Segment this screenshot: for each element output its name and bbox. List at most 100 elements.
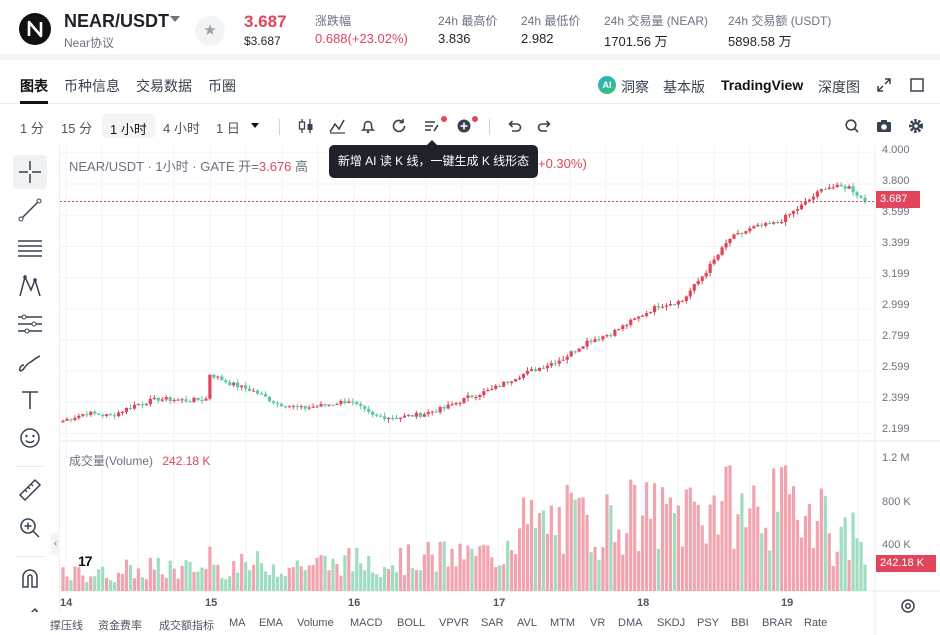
fib-retracement-tool-icon[interactable]	[13, 231, 47, 265]
indicator-6[interactable]: Volume	[297, 617, 334, 629]
volume-bar	[363, 570, 367, 591]
pattern-tool-icon[interactable]	[13, 269, 47, 303]
search-icon[interactable]	[841, 115, 863, 137]
candle-body	[109, 414, 113, 416]
candle-body	[744, 231, 748, 234]
indicator-5[interactable]: EMA	[259, 617, 283, 629]
interval-dropdown-icon[interactable]	[251, 123, 259, 128]
volume-bar	[255, 551, 260, 591]
tab-coin-circle[interactable]: 币圈	[208, 78, 236, 94]
indicator-3[interactable]: 成交额指标	[159, 620, 214, 632]
indicators-icon[interactable]	[326, 115, 348, 137]
candle-body	[390, 417, 395, 419]
volume-bar	[244, 562, 248, 591]
legend-open-label: 开=	[238, 159, 259, 174]
volume-bar	[422, 554, 426, 591]
indicator-18[interactable]: BRAR	[762, 617, 793, 629]
ruler-tool-icon[interactable]	[13, 473, 47, 507]
volume-bar	[656, 548, 661, 591]
candle-body	[426, 412, 430, 415]
candle-body	[89, 411, 93, 415]
redo-icon[interactable]	[534, 115, 556, 137]
interval-4h[interactable]: 4 小时	[163, 121, 200, 136]
volume-bar	[680, 546, 684, 591]
pair-dropdown-icon[interactable]	[170, 16, 180, 22]
tab-chart[interactable]: 图表	[20, 78, 48, 94]
volume-bar	[275, 576, 279, 591]
volume-bar	[283, 575, 287, 591]
volume-bar	[525, 524, 530, 591]
candle-type-icon[interactable]	[295, 115, 317, 137]
volume-bar	[819, 488, 823, 591]
volume-bar	[371, 572, 375, 591]
ai-read-kline-icon[interactable]	[421, 115, 443, 137]
indicator-2[interactable]: 资金费率	[98, 620, 142, 632]
alert-icon[interactable]	[357, 115, 379, 137]
indicator-settings-icon[interactable]	[898, 596, 918, 616]
indicator-17[interactable]: BBI	[731, 617, 749, 629]
panel-collapse-handle[interactable]: ‹	[51, 533, 60, 555]
indicator-9[interactable]: VPVR	[439, 617, 469, 629]
candle-body	[803, 201, 808, 205]
volume-bar	[188, 562, 192, 591]
trend-line-tool-icon[interactable]	[13, 193, 47, 227]
volume-bar	[787, 494, 792, 591]
indicator-12[interactable]: MTM	[550, 617, 576, 629]
indicator-1[interactable]: 撑压线	[50, 620, 83, 632]
candle-body	[271, 401, 276, 403]
pair-title[interactable]: NEAR/USDT	[64, 11, 170, 31]
tab-insight[interactable]: 洞察	[621, 79, 649, 95]
crosshair-tool-icon[interactable]	[13, 155, 47, 189]
zoom-in-tool-icon[interactable]	[13, 511, 47, 545]
indicator-7[interactable]: MACD	[350, 617, 383, 629]
tab-depth-chart[interactable]: 深度图	[818, 79, 860, 95]
indicator-4[interactable]: MA	[229, 617, 246, 629]
volume-bar	[776, 511, 780, 591]
projection-tool-icon[interactable]	[13, 307, 47, 341]
candle-body	[343, 400, 347, 403]
settings-gear-icon[interactable]	[905, 115, 927, 137]
text-tool-icon[interactable]	[13, 383, 47, 417]
tab-tradingview[interactable]: TradingView	[721, 77, 804, 93]
replay-icon[interactable]	[388, 115, 410, 137]
volume-bar	[394, 572, 399, 591]
candle-body	[279, 403, 283, 407]
window-icon[interactable]	[909, 77, 925, 93]
brush-tool-icon[interactable]	[13, 345, 47, 379]
tab-basic-version[interactable]: 基本版	[663, 79, 705, 95]
add-indicator-icon[interactable]	[453, 115, 475, 137]
indicator-15[interactable]: SKDJ	[657, 617, 686, 629]
volume-tick-label: 1.2 M	[882, 452, 910, 464]
candle-body	[351, 401, 355, 403]
indicator-11[interactable]: AVL	[517, 617, 537, 629]
candle-body	[649, 312, 653, 314]
near-logo-icon	[19, 13, 51, 45]
candlestick-chart[interactable]: NEAR/USDT · 1小时 · GATE 开=3.676 高 +0.30%)…	[51, 144, 940, 635]
interval-1d[interactable]: 1 日	[216, 121, 240, 136]
candle-body	[672, 304, 677, 306]
tab-trading-data[interactable]: 交易数据	[136, 78, 192, 94]
interval-15m[interactable]: 15 分	[61, 121, 93, 136]
tab-coin-info[interactable]: 币种信息	[64, 78, 120, 94]
candle-body	[244, 385, 248, 389]
indicator-14[interactable]: DMA	[618, 617, 643, 629]
indicator-16[interactable]: PSY	[697, 617, 720, 629]
indicator-8[interactable]: BOLL	[397, 617, 426, 629]
legend-title: NEAR/USDT · 1小时 · GATE	[69, 159, 235, 174]
candle-body	[113, 415, 117, 417]
interval-1h[interactable]: 1 小时	[102, 114, 155, 138]
volume-bar	[621, 554, 625, 591]
indicator-19[interactable]: Rate	[804, 617, 828, 629]
fullscreen-icon[interactable]	[876, 77, 892, 93]
camera-icon[interactable]	[873, 115, 895, 137]
indicator-13[interactable]: VR	[590, 617, 606, 629]
emoji-tool-icon[interactable]	[13, 421, 47, 455]
indicator-10[interactable]: SAR	[481, 617, 504, 629]
undo-icon[interactable]	[503, 115, 525, 137]
magnet-tool-icon[interactable]	[13, 561, 47, 595]
stat-volume-value: 1701.56 万	[604, 34, 668, 49]
favorite-star-icon[interactable]: ★	[195, 16, 225, 46]
volume-bar	[279, 573, 283, 591]
interval-1m[interactable]: 1 分	[20, 121, 44, 136]
volume-bar	[319, 555, 323, 591]
